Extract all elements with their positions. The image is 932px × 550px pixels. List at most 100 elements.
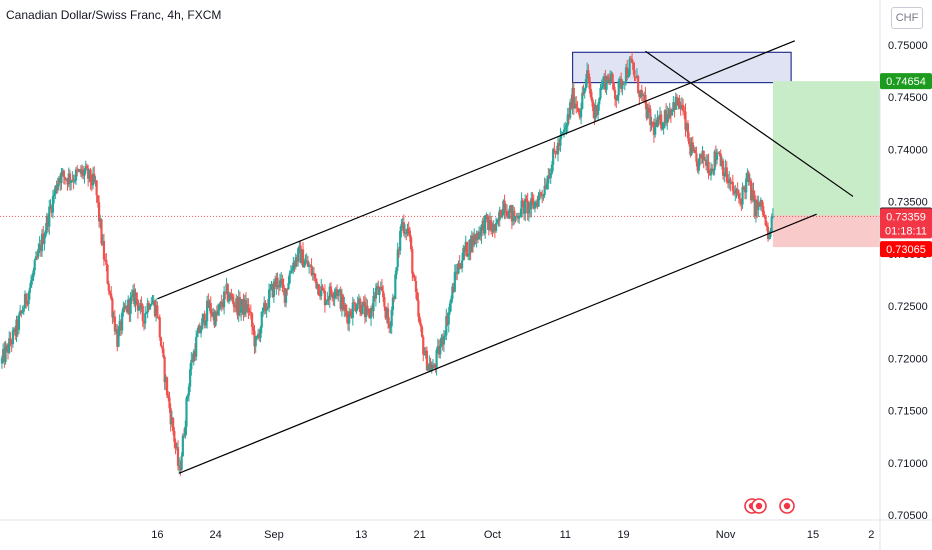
candle-body bbox=[407, 228, 410, 231]
candle-body bbox=[408, 230, 411, 238]
x-tick-label: 21 bbox=[413, 529, 425, 541]
candle-body bbox=[516, 215, 520, 219]
candle-body bbox=[306, 260, 310, 267]
candle-body bbox=[596, 104, 600, 115]
candle-body bbox=[663, 110, 666, 124]
candle-body bbox=[539, 192, 543, 196]
event-flag-icon[interactable] bbox=[779, 498, 795, 514]
chart-title: Canadian Dollar/Swiss Franc, 4h, FXCM bbox=[6, 8, 222, 22]
event-flag-icon[interactable] bbox=[751, 498, 767, 514]
candle-body bbox=[522, 200, 526, 214]
candle-body bbox=[641, 93, 645, 96]
candle-body bbox=[136, 300, 140, 311]
candle-body bbox=[186, 395, 189, 398]
candle-body bbox=[39, 244, 42, 252]
candle-body bbox=[380, 286, 384, 291]
candle-body bbox=[339, 290, 342, 309]
candle-body bbox=[243, 300, 246, 315]
candle-body bbox=[696, 161, 699, 171]
candle-body bbox=[180, 456, 183, 470]
candle-body bbox=[726, 181, 730, 184]
candle-body bbox=[650, 122, 653, 126]
candle-body bbox=[304, 261, 307, 265]
candle-body bbox=[147, 303, 150, 310]
candle-body bbox=[668, 109, 671, 118]
trendline-descending[interactable] bbox=[645, 50, 854, 197]
candle-body bbox=[662, 123, 665, 129]
candle-body bbox=[50, 206, 53, 213]
candle-body bbox=[48, 206, 51, 227]
candle-body bbox=[694, 149, 697, 154]
candle-body bbox=[342, 295, 345, 311]
y-tick-label: 0.74500 bbox=[888, 92, 928, 104]
candle-body bbox=[107, 283, 110, 291]
candle-body bbox=[153, 300, 157, 316]
candle-body bbox=[644, 94, 647, 104]
candle-body bbox=[565, 125, 568, 128]
candle-body bbox=[456, 271, 459, 274]
candle-body bbox=[525, 198, 528, 201]
candle-body bbox=[467, 254, 470, 257]
candle-body bbox=[635, 75, 639, 78]
candle-body bbox=[719, 153, 722, 167]
candle-body bbox=[38, 244, 41, 249]
candle-body bbox=[480, 224, 483, 237]
candle-body bbox=[542, 195, 545, 197]
candle-body bbox=[492, 224, 495, 232]
candle-body bbox=[182, 435, 186, 437]
trendline-channel-upper[interactable] bbox=[157, 40, 795, 300]
candle-body bbox=[417, 300, 420, 317]
candle-body bbox=[78, 169, 81, 172]
candle-body bbox=[488, 220, 492, 230]
candle-body bbox=[82, 169, 85, 176]
stop-zone[interactable] bbox=[772, 215, 880, 248]
candle-body bbox=[683, 110, 686, 112]
y-tick-label: 0.71000 bbox=[888, 458, 928, 470]
trendline-channel-lower[interactable] bbox=[178, 213, 817, 474]
candle-body bbox=[477, 231, 481, 240]
candle-body bbox=[240, 307, 243, 313]
candle-body bbox=[150, 304, 153, 306]
candle-body bbox=[80, 169, 84, 174]
candle-body bbox=[740, 199, 743, 205]
x-tick-label: 16 bbox=[151, 529, 163, 541]
candle-body bbox=[125, 305, 129, 313]
candle-body bbox=[270, 284, 273, 289]
candle-body bbox=[578, 112, 581, 118]
candle-body bbox=[633, 69, 636, 78]
candle-body bbox=[649, 108, 652, 126]
candle-body bbox=[674, 96, 677, 110]
candle-body bbox=[708, 173, 711, 176]
y-tick-label: 0.71500 bbox=[888, 406, 928, 418]
candle-body bbox=[658, 114, 662, 121]
candle-body bbox=[584, 79, 588, 89]
candle-body bbox=[411, 249, 414, 274]
candle-body bbox=[675, 96, 679, 106]
candle-body bbox=[300, 249, 303, 264]
candle-body bbox=[213, 311, 216, 326]
candle-body bbox=[361, 301, 364, 315]
candle-body bbox=[323, 290, 327, 306]
candle-body bbox=[314, 273, 317, 279]
candle-body bbox=[142, 320, 146, 324]
candle-body bbox=[531, 198, 534, 203]
currency-selector-button[interactable]: CHF bbox=[891, 7, 923, 29]
candle-body bbox=[739, 198, 742, 200]
candle-body bbox=[749, 180, 753, 201]
candle-body bbox=[101, 240, 104, 244]
candle-body bbox=[209, 302, 212, 314]
candle-body bbox=[695, 153, 698, 162]
candle-body bbox=[606, 76, 609, 80]
candle-body bbox=[514, 216, 517, 222]
candle-body bbox=[725, 167, 728, 182]
candle-body bbox=[720, 160, 724, 167]
target-zone[interactable] bbox=[772, 81, 880, 216]
candle-body bbox=[765, 225, 768, 227]
candle-body bbox=[111, 298, 114, 318]
candle-body bbox=[235, 298, 238, 307]
candle-body bbox=[746, 172, 749, 179]
candle-body bbox=[491, 228, 494, 232]
candle-body bbox=[367, 308, 370, 314]
